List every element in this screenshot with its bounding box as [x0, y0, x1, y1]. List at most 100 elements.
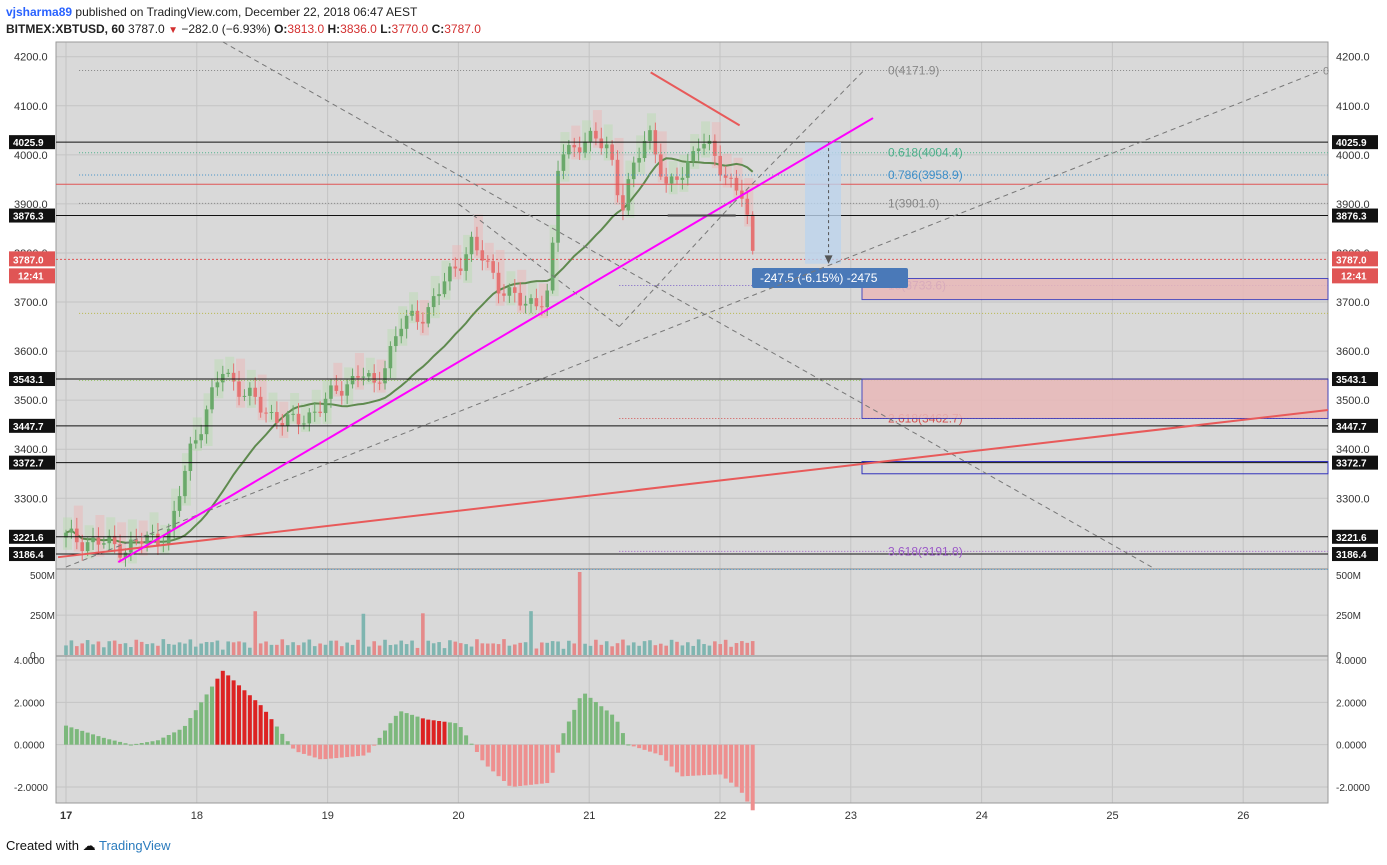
- volume-bar: [226, 641, 231, 655]
- momentum-bar: [312, 744, 317, 758]
- y-tick-left: 3700.0: [14, 297, 48, 309]
- candle-body: [258, 396, 263, 413]
- volume-bar: [399, 640, 404, 655]
- momentum-bar: [361, 744, 366, 756]
- momentum-bar: [723, 744, 728, 779]
- momentum-bar: [410, 714, 415, 745]
- y-tick-right: 3500.0: [1336, 395, 1370, 407]
- candle-body: [464, 254, 468, 271]
- candle-body: [334, 385, 339, 391]
- volume-bar: [312, 646, 317, 655]
- measure-arrow-head: [824, 255, 833, 264]
- publish-info: vjsharma89 published on TradingView.com,…: [6, 5, 417, 19]
- momentum-bar: [718, 744, 723, 775]
- momentum-tick-left: -2.0000: [14, 783, 48, 794]
- momentum-bar: [112, 740, 117, 745]
- momentum-bar: [96, 736, 101, 745]
- cloud-segment: [733, 157, 743, 198]
- cloud-segment: [225, 356, 235, 380]
- candle-body: [96, 537, 101, 545]
- volume-bar: [85, 640, 90, 655]
- volume-bar: [156, 645, 160, 655]
- candle-body: [394, 336, 398, 347]
- candle-body: [750, 214, 755, 251]
- volume-bar: [702, 644, 706, 655]
- volume-bar: [210, 642, 214, 655]
- candle-body: [85, 542, 90, 552]
- chart-canvas[interactable]: 4025.9 4025.9 3876.3 3876.3 3543.1 3543.1 3447…: [0, 0, 1387, 835]
- momentum-bar: [101, 737, 106, 745]
- volume-bar: [356, 639, 360, 655]
- x-tick-label: 20: [452, 810, 464, 822]
- momentum-bar: [377, 737, 382, 745]
- y-tick-left: 3300.0: [14, 493, 48, 505]
- candle-body: [680, 177, 685, 180]
- momentum-bar: [226, 675, 231, 745]
- momentum-bar: [669, 744, 674, 767]
- last-price-tag: [9, 251, 55, 267]
- volume-bar: [177, 642, 182, 655]
- tradingview-brand[interactable]: TradingView: [99, 838, 171, 853]
- volume-bar: [491, 643, 495, 655]
- price-change: −282.0 (−6.93%): [181, 22, 271, 36]
- momentum-bar: [464, 735, 469, 745]
- momentum-bar: [501, 744, 506, 781]
- momentum-bar: [220, 670, 225, 745]
- momentum-bar: [80, 730, 85, 745]
- volume-bar: [534, 648, 539, 655]
- candle-body: [626, 179, 631, 211]
- candle-body: [529, 298, 533, 304]
- cloud-segment: [538, 283, 548, 319]
- cloud-segment: [722, 153, 732, 188]
- momentum-bar: [339, 744, 344, 758]
- momentum-bar: [512, 744, 517, 787]
- momentum-bar: [404, 713, 409, 745]
- cloud-segment: [268, 392, 278, 423]
- cloud-segment: [149, 512, 159, 543]
- momentum-bar: [556, 744, 561, 753]
- momentum-bar: [637, 744, 642, 749]
- candle-body: [264, 412, 268, 414]
- candle-body: [107, 535, 112, 544]
- momentum-bar: [469, 743, 474, 745]
- candle-body: [248, 387, 252, 396]
- momentum-bar: [604, 710, 609, 745]
- fib-right-label: 0: [1323, 66, 1329, 78]
- momentum-bar: [74, 729, 79, 745]
- momentum-bar: [296, 744, 301, 753]
- momentum-bar: [685, 744, 690, 777]
- candle-body: [702, 143, 706, 149]
- momentum-bar: [372, 744, 377, 746]
- momentum-bar: [653, 744, 658, 754]
- volume-bar: [129, 647, 133, 655]
- level-tag-right: [1332, 208, 1378, 223]
- volume-bar: [323, 644, 328, 655]
- volume-bar: [729, 646, 733, 655]
- diag-mini: [458, 203, 620, 327]
- volume-bar: [296, 645, 301, 655]
- volume-bar: [80, 643, 85, 655]
- volume-tick-right: 250M: [1336, 611, 1361, 622]
- volume-bar: [345, 642, 349, 655]
- volume-bar: [583, 643, 587, 655]
- candle-body: [291, 413, 295, 415]
- author-link[interactable]: vjsharma89: [6, 5, 73, 19]
- candle-body: [691, 151, 696, 162]
- cloud-segment: [398, 306, 408, 346]
- candle-body: [404, 315, 409, 329]
- momentum-bar: [577, 698, 582, 745]
- candle-body: [550, 242, 555, 291]
- cloud-segment: [95, 514, 105, 557]
- candle-body: [253, 387, 258, 397]
- volume-bar: [118, 643, 122, 655]
- volume-bar: [642, 641, 647, 655]
- candle-body: [588, 130, 593, 142]
- level-label-left: 3221.6: [13, 533, 44, 544]
- y-tick-right: 3900.0: [1336, 199, 1370, 211]
- volume-bar: [448, 640, 452, 655]
- cloud-segment: [333, 362, 343, 397]
- momentum-tick-right: 2.0000: [1336, 698, 1367, 709]
- momentum-tick-right: 4.0000: [1336, 656, 1367, 667]
- volume-bar: [248, 647, 252, 655]
- candle-body: [572, 145, 577, 148]
